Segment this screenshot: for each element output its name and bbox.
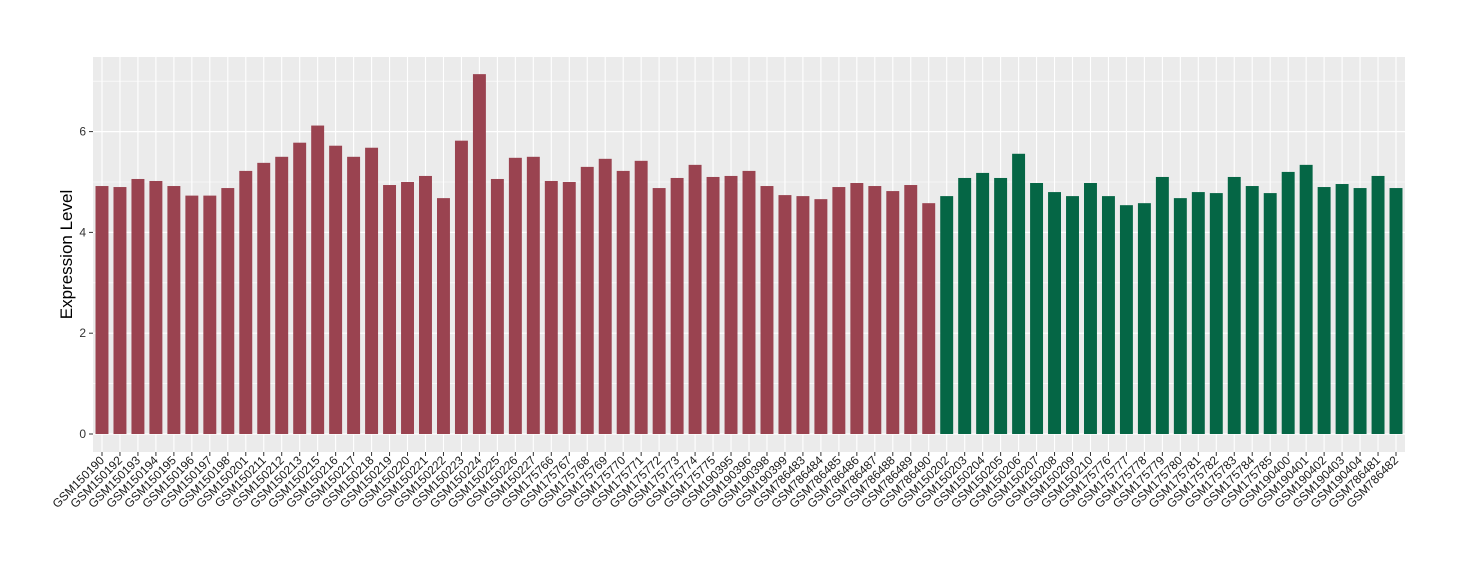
bar-gsm150196 — [185, 195, 199, 434]
bar-gsm150212 — [275, 156, 289, 435]
bar-gsm786487 — [868, 186, 882, 434]
bar-gsm786482 — [1389, 188, 1403, 434]
bar-gsm175777 — [1119, 205, 1133, 434]
bar-gsm190399 — [778, 195, 792, 434]
y-axis: 0 2 4 6 — [79, 125, 93, 441]
bar-gsm150219 — [383, 185, 397, 434]
y-tick-label: 4 — [79, 225, 86, 239]
bar-gsm150195 — [167, 186, 181, 434]
bar-gsm190400 — [1281, 171, 1295, 435]
y-tick-label: 6 — [79, 125, 86, 139]
y-axis-title: Expression Level — [57, 190, 76, 319]
bar-gsm175784 — [1245, 186, 1259, 434]
bar-gsm150222 — [437, 198, 450, 434]
bar-gsm150190 — [95, 186, 109, 434]
bar-gsm150197 — [203, 195, 217, 434]
bar-gsm175779 — [1155, 176, 1169, 434]
y-tick-label: 0 — [79, 427, 86, 441]
bar-gsm190402 — [1317, 187, 1331, 434]
bar-gsm150198 — [221, 188, 235, 434]
bar-gsm150192 — [113, 187, 127, 434]
bar-gsm190404 — [1353, 188, 1367, 434]
bar-gsm175771 — [634, 160, 648, 434]
bar-gsm150215 — [311, 125, 325, 435]
bar-gsm175773 — [670, 177, 684, 434]
bar-gsm175772 — [652, 188, 666, 434]
bar-gsm150221 — [419, 175, 432, 434]
bar-gsm786484 — [814, 199, 828, 434]
bar-gsm175770 — [616, 170, 630, 434]
bar-gsm150225 — [490, 178, 504, 434]
bars — [95, 74, 1403, 435]
bar-gsm190395 — [724, 175, 738, 434]
bar-gsm150193 — [131, 178, 145, 434]
bar-gsm150209 — [1066, 196, 1079, 434]
bar-gsm786486 — [850, 183, 864, 434]
bar-gsm150210 — [1084, 183, 1097, 434]
bar-gsm150220 — [401, 182, 414, 434]
bar-gsm150201 — [239, 170, 253, 434]
bar-gsm175766 — [544, 180, 558, 434]
bar-gsm175780 — [1173, 198, 1187, 434]
bar-gsm150224 — [472, 74, 486, 434]
bar-gsm786488 — [886, 191, 900, 434]
bar-gsm175783 — [1227, 176, 1241, 434]
bar-gsm150218 — [365, 147, 379, 435]
bar-gsm190401 — [1299, 164, 1313, 435]
bar-gsm150217 — [347, 156, 361, 435]
bar-gsm150211 — [257, 162, 271, 434]
bar-gsm786485 — [832, 187, 846, 434]
bar-gsm150227 — [526, 156, 540, 435]
bar-gsm175774 — [688, 164, 702, 435]
bar-gsm190398 — [760, 186, 774, 434]
bar-gsm175768 — [580, 166, 594, 434]
bar-gsm150203 — [958, 177, 972, 434]
bar-gsm150207 — [1030, 183, 1044, 434]
x-axis: GSM150190GSM150192GSM150193GSM150194GSM1… — [50, 452, 1401, 511]
bar-gsm190396 — [742, 170, 756, 434]
bar-gsm150206 — [1012, 153, 1026, 434]
bar-gsm150213 — [293, 142, 307, 434]
bar-gsm150205 — [994, 177, 1008, 434]
bar-gsm150226 — [508, 157, 522, 434]
bar-gsm150223 — [454, 140, 468, 435]
bar-gsm150194 — [149, 180, 163, 434]
bar-gsm150216 — [329, 145, 343, 434]
bar-gsm175782 — [1209, 193, 1223, 434]
bar-gsm786483 — [796, 196, 810, 434]
bar-gsm786489 — [904, 185, 918, 434]
bar-gsm786490 — [922, 203, 936, 434]
bar-gsm175775 — [706, 176, 720, 434]
bar-gsm175778 — [1137, 203, 1151, 434]
bar-gsm150204 — [976, 172, 990, 434]
bar-gsm175776 — [1101, 196, 1115, 434]
bar-gsm786481 — [1371, 175, 1385, 434]
bar-gsm150202 — [940, 196, 954, 434]
bar-gsm175769 — [598, 158, 612, 434]
bar-gsm175781 — [1191, 192, 1205, 434]
bar-gsm175767 — [562, 182, 576, 434]
bar-gsm175785 — [1263, 193, 1277, 434]
bar-gsm190403 — [1335, 184, 1349, 434]
y-tick-label: 2 — [79, 326, 86, 340]
bar-gsm150208 — [1048, 192, 1061, 434]
